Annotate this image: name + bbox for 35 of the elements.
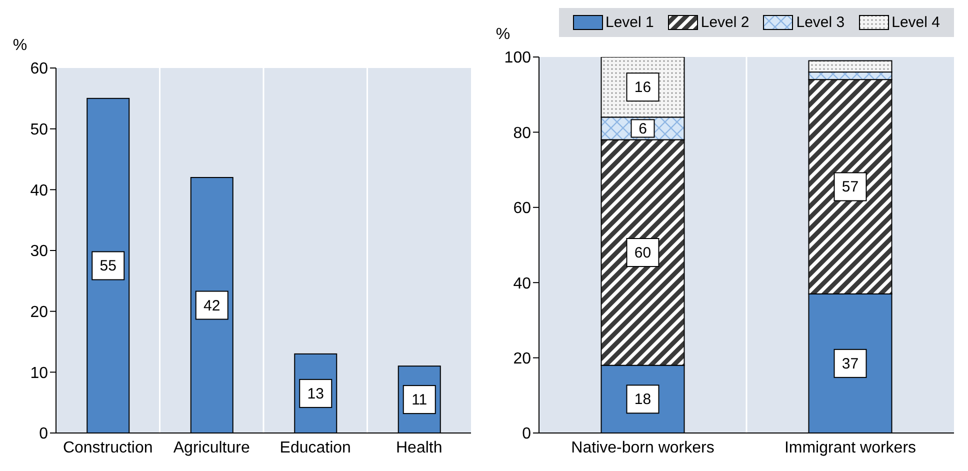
legend-label: Level 1 — [606, 14, 654, 31]
y-axis-title: % — [12, 37, 28, 54]
y-tick-label: 60 — [513, 200, 532, 218]
data-label: 11 — [412, 392, 428, 409]
data-label: 18 — [634, 391, 652, 408]
y-tick-label: 30 — [30, 243, 48, 260]
data-label: 42 — [204, 297, 220, 314]
y-tick-label: 60 — [30, 60, 48, 78]
y-tick-label: 20 — [30, 304, 48, 322]
x-tick-label: Agriculture — [173, 439, 250, 456]
y-tick-label: 100 — [504, 50, 532, 67]
y-tick-label: 40 — [513, 275, 532, 292]
data-label: 16 — [634, 79, 652, 96]
x-tick-label: Health — [396, 439, 442, 456]
y-tick-label: 50 — [30, 122, 48, 139]
legend-label: Level 3 — [796, 14, 845, 31]
legend-label: Level 4 — [892, 14, 940, 31]
data-label: 6 — [638, 120, 647, 138]
data-label: 60 — [634, 244, 652, 262]
y-tick-label: 0 — [522, 426, 532, 443]
data-label: 57 — [842, 178, 859, 196]
legend-label: Level 2 — [700, 14, 750, 31]
y-tick-label: 10 — [30, 364, 48, 382]
y-axis-title: % — [496, 26, 510, 43]
data-label: 37 — [842, 355, 859, 372]
data-label: 55 — [100, 258, 116, 275]
x-tick-label: Construction — [62, 439, 153, 456]
x-tick-label: Immigrant workers — [784, 439, 916, 456]
y-tick-label: 80 — [513, 124, 532, 142]
x-tick-label: Native-born workers — [571, 439, 714, 456]
y-tick-label: 0 — [39, 426, 48, 443]
y-tick-label: 40 — [30, 182, 48, 200]
x-tick-label: Education — [280, 439, 351, 456]
data-label: 13 — [307, 385, 324, 402]
y-tick-label: 20 — [513, 350, 532, 368]
